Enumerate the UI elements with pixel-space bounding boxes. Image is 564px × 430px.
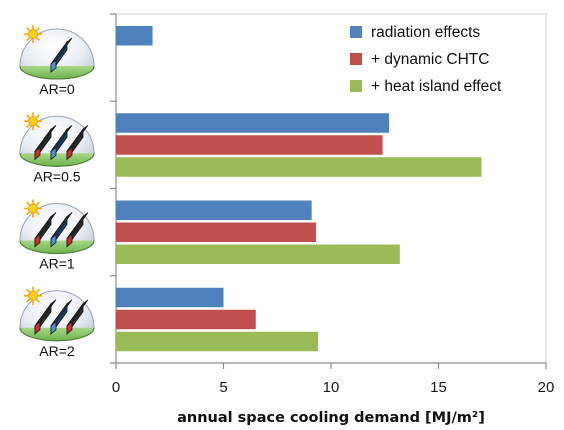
legend: radiation effects + dynamic CHTC + heat is… <box>350 24 502 95</box>
bar-heat-island-effect <box>116 331 319 352</box>
bar-radiation-effects <box>116 113 390 133</box>
x-tick-label: 0 <box>112 379 120 396</box>
category-label: AR=0 <box>39 81 75 97</box>
x-axis-title: annual space cooling demand [MJ/m²] <box>177 410 485 426</box>
bar-dynamic-chtc <box>116 222 316 242</box>
bar-dynamic-chtc <box>116 135 383 155</box>
legend-label: + dynamic CHTC <box>371 51 489 68</box>
category-label: AR=2 <box>39 343 75 359</box>
category-axis-ticks <box>110 13 116 364</box>
x-tick-label: 15 <box>430 379 447 396</box>
bar-radiation-effects <box>116 287 224 308</box>
category-labels: AR=0 AR=0.5 AR=1 AR=2 <box>33 81 80 359</box>
x-tick-label: 10 <box>323 379 340 396</box>
x-axis-tick-labels: 0 5 10 15 20 <box>112 379 555 396</box>
bar-dynamic-chtc <box>116 309 256 330</box>
x-tick-label: 5 <box>219 379 227 396</box>
legend-swatch <box>350 53 362 65</box>
bar-heat-island-effect <box>116 244 400 264</box>
x-tick-label: 20 <box>538 379 555 396</box>
legend-swatch <box>350 80 362 92</box>
single-building-icon <box>19 25 95 80</box>
legend-swatch <box>350 26 362 38</box>
x-axis-ticks <box>115 363 547 369</box>
bar-heat-island-effect <box>116 157 482 177</box>
bar-radiation-effects <box>116 26 153 46</box>
three-buildings-icon <box>19 286 95 342</box>
category-label: AR=1 <box>39 256 75 272</box>
three-buildings-icon <box>19 199 95 254</box>
three-buildings-icon <box>19 112 95 167</box>
legend-label: + heat island effect <box>371 78 502 95</box>
category-label: AR=0.5 <box>33 168 80 184</box>
legend-label: radiation effects <box>371 24 480 41</box>
bars-group <box>116 26 482 352</box>
category-icons <box>19 25 95 342</box>
bar-radiation-effects <box>116 200 312 220</box>
